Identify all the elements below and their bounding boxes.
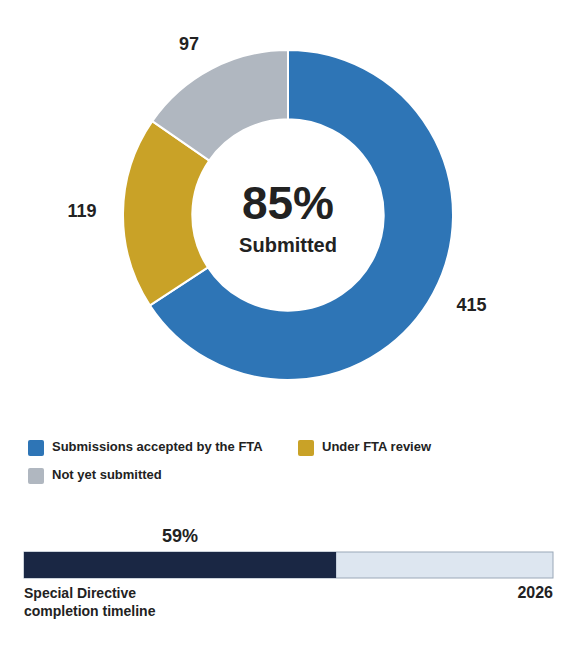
legend-entry: Not yet submitted: [52, 467, 162, 482]
bar-marks: [24, 552, 336, 578]
center-label: Submitted: [239, 234, 337, 256]
donut-slice: [152, 50, 288, 161]
legend-entry: Submissions accepted by the FTA: [52, 439, 263, 454]
legend-swatch: [28, 468, 44, 484]
bar-caption: Special Directive completion timeline: [24, 585, 156, 619]
legend-swatch: [28, 440, 44, 456]
data-label: 119: [68, 201, 97, 221]
legend: Submissions accepted by the FTA Under FTA…: [28, 439, 432, 484]
donut-slice: [150, 50, 453, 380]
data-label: 97: [179, 34, 199, 54]
legend-swatch: [298, 440, 314, 456]
progress-bar-chart: 59% Special Directive completion timeline 2…: [24, 526, 553, 619]
bar-end-label: 2026: [517, 584, 553, 601]
data-label: 415: [456, 295, 486, 315]
pie-chart: 415 119 97 85% Submitted: [68, 34, 487, 380]
bar-track: [24, 552, 553, 578]
text-line: Special Directive: [24, 585, 136, 601]
legend-entry: Under FTA review: [322, 439, 432, 454]
chart-root: 415 119 97 85% Submitted Submissions accepted…: [0, 0, 577, 650]
text-line: completion timeline: [24, 603, 156, 619]
center-value: 85%: [242, 177, 334, 229]
data-label: 59%: [162, 526, 198, 546]
bar: [24, 552, 336, 578]
